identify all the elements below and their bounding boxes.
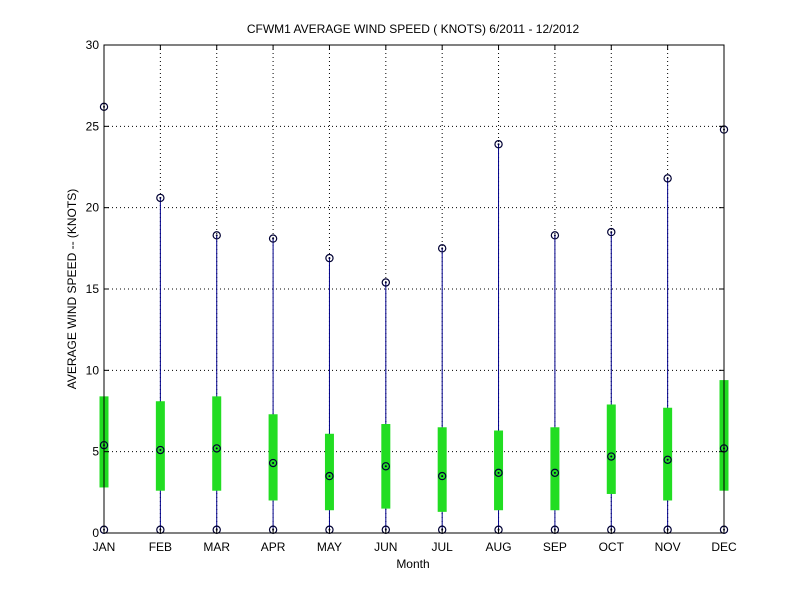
median-marker-dot-aug <box>497 471 500 474</box>
max-marker-oct <box>607 227 616 237</box>
y-tick-label-4: 20 <box>86 201 100 215</box>
median-marker-aug <box>494 468 503 478</box>
max-marker-dot-nov <box>666 177 669 180</box>
median-marker-dot-jul <box>441 475 444 478</box>
max-marker-dot-mar <box>215 234 218 237</box>
median-marker-dot-oct <box>610 455 613 458</box>
y-tick-label-0: 0 <box>92 526 99 540</box>
x-tick-label-mar: MAR <box>203 540 230 554</box>
y-tick-label-5: 25 <box>86 119 100 133</box>
iqr-box-oct <box>606 404 616 494</box>
y-tick-label-2: 10 <box>86 363 100 377</box>
max-marker-dot-jul <box>441 247 444 250</box>
x-axis-label: Month <box>396 557 429 571</box>
max-marker-jun <box>381 278 391 287</box>
x-tick-label-sep: SEP <box>543 540 567 554</box>
max-marker-mar <box>212 231 221 240</box>
y-axis-label: AVERAGE WIND SPEED -- (KNOTS) <box>65 189 79 389</box>
axis-layer: 0 5 10 15 20 25 30 JAN FEB MAR APR MAY JUN JUL AUG SEP O… <box>86 38 737 554</box>
max-marker-dot-apr <box>272 237 275 240</box>
median-marker-feb <box>156 445 165 455</box>
median-marker-sep <box>550 468 560 478</box>
x-tick-label-jun: JUN <box>374 540 397 554</box>
median-marker-mar <box>212 444 221 453</box>
x-tick-label-apr: APR <box>261 540 286 554</box>
x-tick-label-jan: JAN <box>93 540 116 554</box>
max-marker-dot-may <box>328 257 331 260</box>
chart-title: CFWM1 AVERAGE WIND SPEED ( KNOTS) 6/2011… <box>247 22 580 36</box>
max-marker-sep <box>550 231 560 240</box>
median-marker-dot-may <box>328 475 331 478</box>
max-marker-nov <box>663 174 672 183</box>
median-marker-dot-nov <box>666 458 669 461</box>
iqr-box-aug <box>494 430 504 511</box>
y-tick-label-6: 30 <box>86 38 100 52</box>
x-tick-label-nov: NOV <box>655 540 681 554</box>
median-marker-may <box>325 471 334 481</box>
median-marker-dot-mar <box>215 447 218 450</box>
median-marker-nov <box>663 455 672 464</box>
max-marker-feb <box>156 193 165 203</box>
median-marker-apr <box>268 458 278 468</box>
y-tick-label-3: 15 <box>86 282 100 296</box>
median-marker-jun <box>381 462 391 471</box>
median-marker-dot-feb <box>159 449 162 452</box>
max-marker-apr <box>268 234 278 243</box>
max-marker-dot-sep <box>553 234 556 237</box>
iqr-box-apr <box>268 414 278 501</box>
x-tick-label-may: MAY <box>317 540 342 554</box>
median-marker-jul <box>437 471 447 481</box>
median-marker-dot-apr <box>272 462 275 465</box>
max-marker-dot-feb <box>159 196 162 199</box>
max-marker-dot-jun <box>384 281 387 284</box>
median-marker-dot-jun <box>384 465 387 468</box>
iqr-box-nov <box>663 407 673 501</box>
median-marker-dot-sep <box>553 471 556 474</box>
max-marker-may <box>325 253 334 263</box>
x-tick-label-oct: OCT <box>599 540 625 554</box>
x-tick-label-feb: FEB <box>149 540 172 554</box>
max-marker-jul <box>437 244 447 253</box>
median-marker-oct <box>607 452 616 461</box>
max-marker-aug <box>494 140 503 149</box>
x-tick-label-dec: DEC <box>711 540 737 554</box>
y-tick-label-1: 5 <box>92 445 99 459</box>
iqr-box-jul <box>437 427 447 512</box>
iqr-box-mar <box>212 396 222 491</box>
x-tick-label-jul: JUL <box>432 540 454 554</box>
x-tick-label-aug: AUG <box>486 540 512 554</box>
max-marker-dot-oct <box>610 231 613 234</box>
max-marker-dot-aug <box>497 143 500 146</box>
